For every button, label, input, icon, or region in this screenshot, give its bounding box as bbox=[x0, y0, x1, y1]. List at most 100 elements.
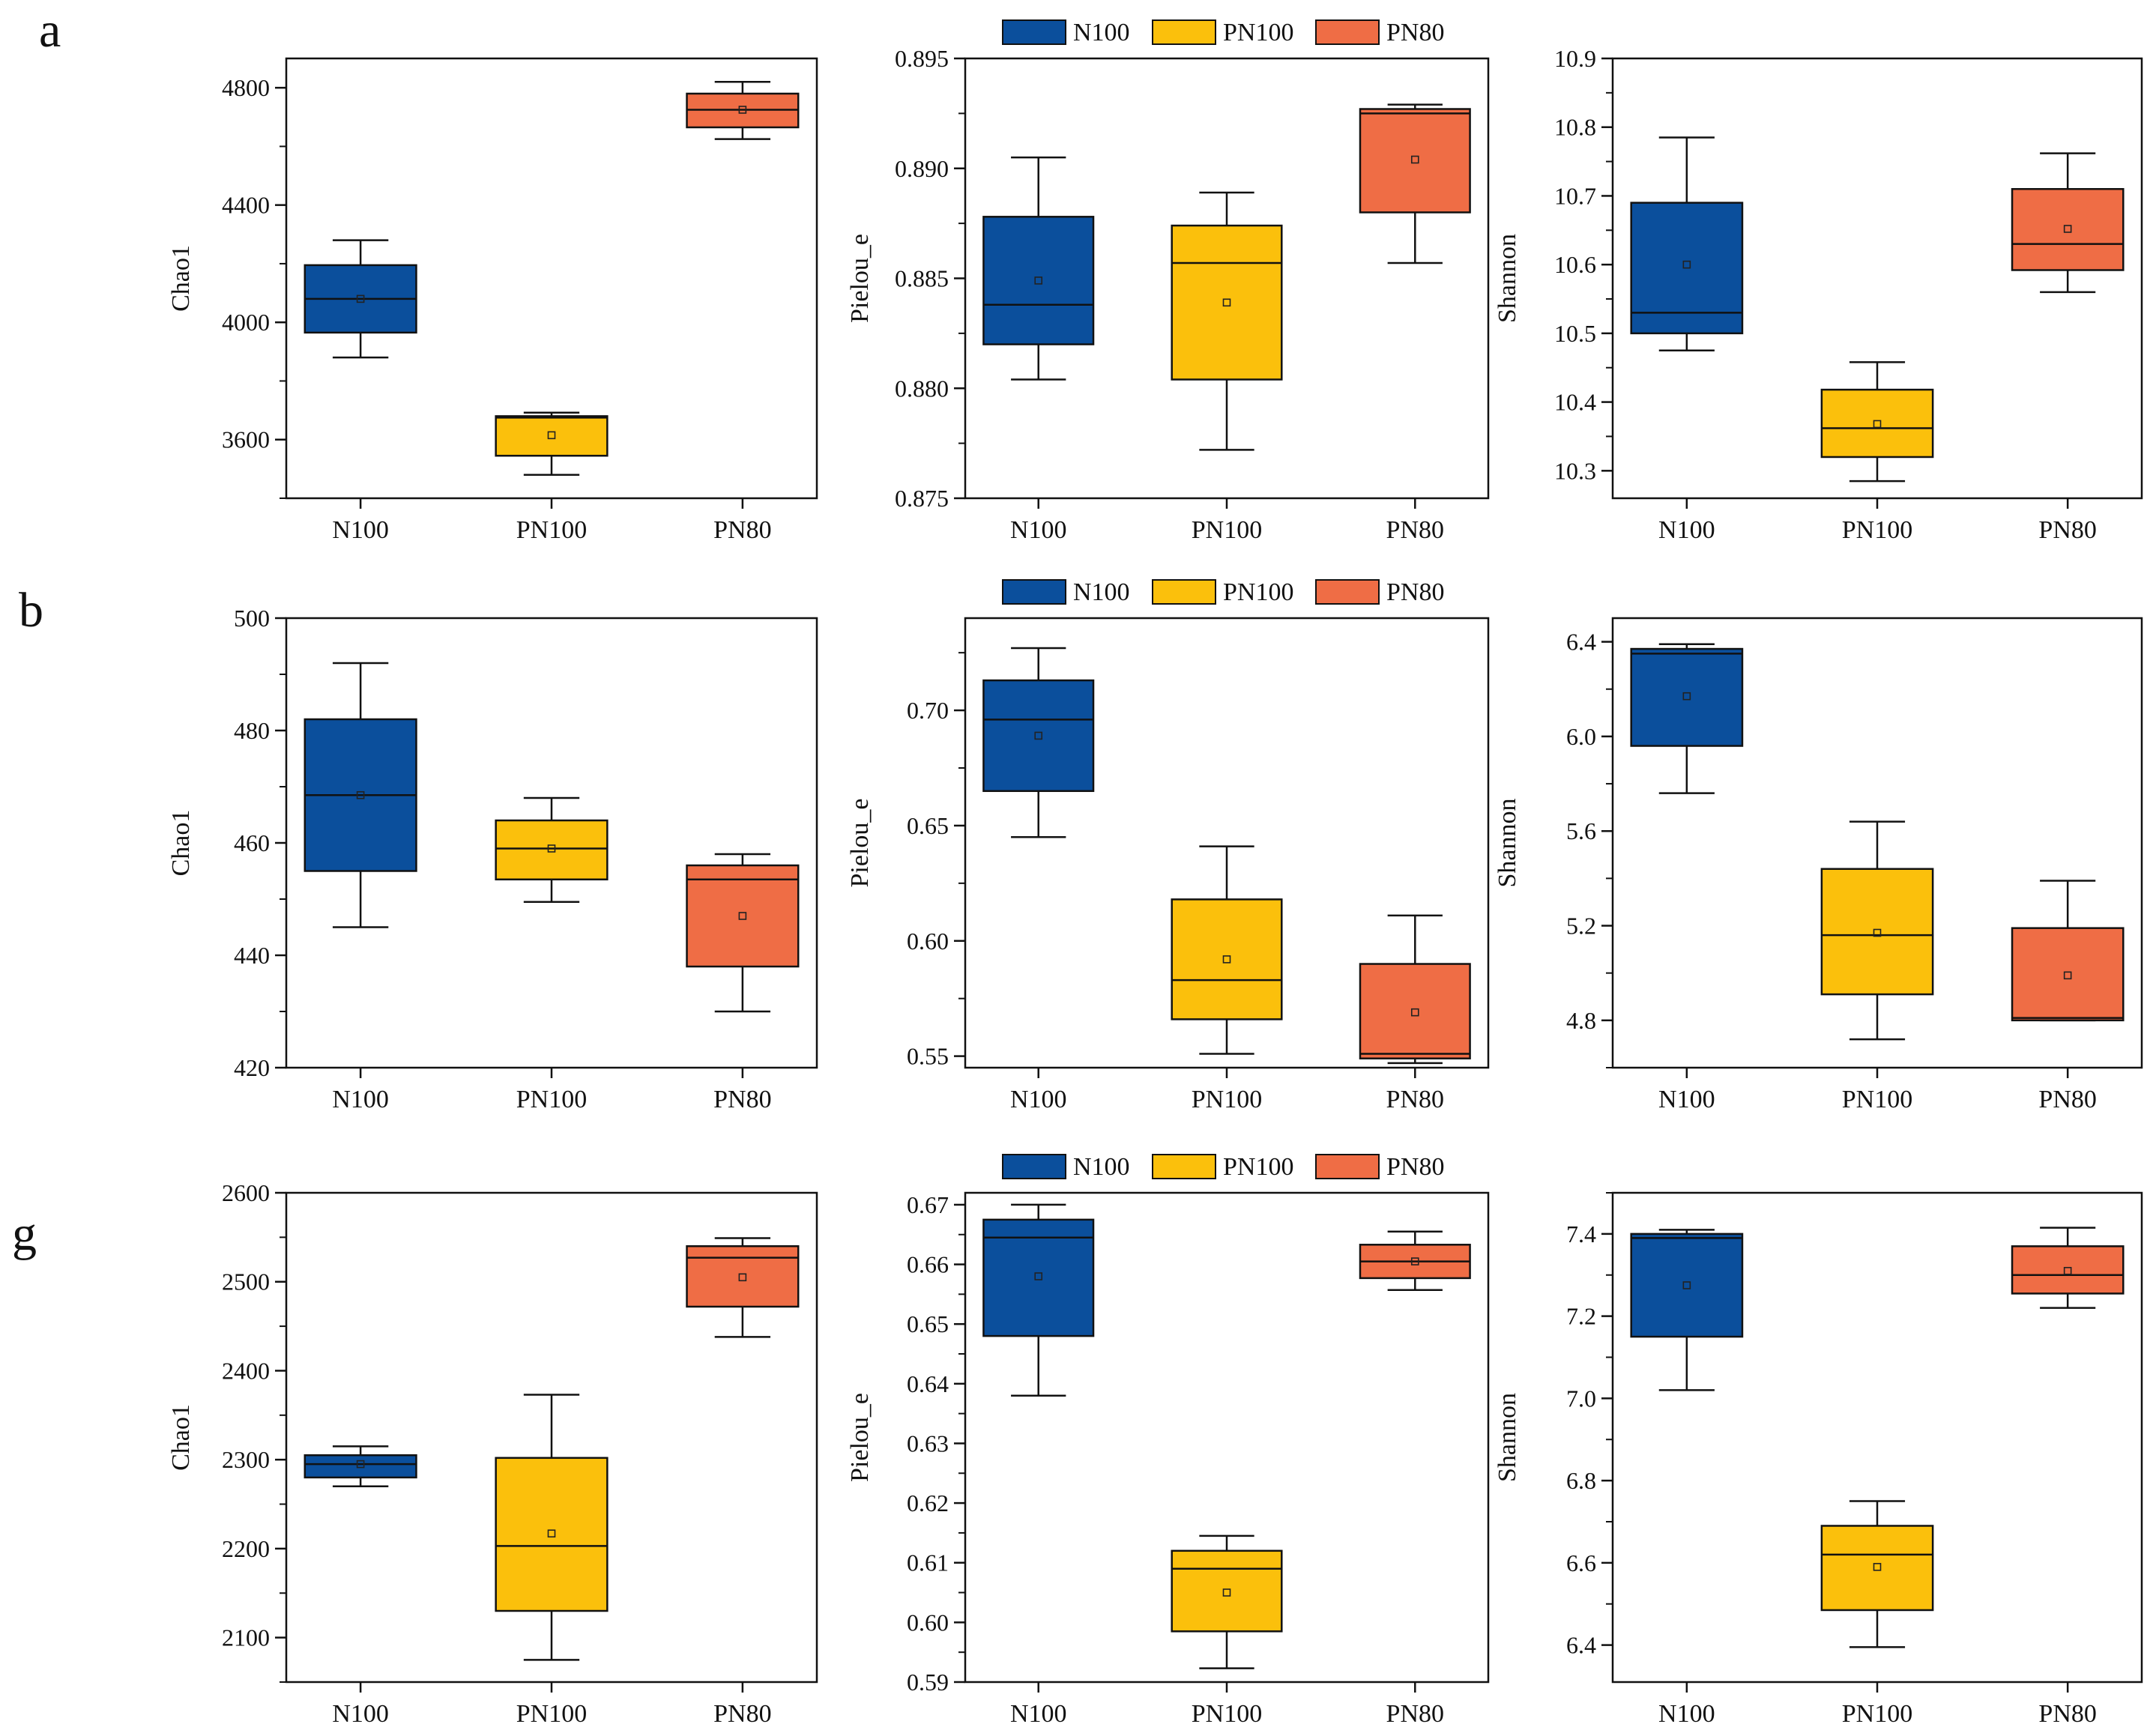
x-tick-label: PN80 bbox=[1386, 516, 1444, 544]
y-tick-label: 2600 bbox=[222, 1179, 270, 1206]
y-tick-label: 2300 bbox=[222, 1446, 270, 1473]
legend-swatch-n100 bbox=[1002, 1154, 1066, 1179]
box-pn80 bbox=[2011, 1227, 2125, 1309]
y-tick-label: 0.70 bbox=[907, 697, 949, 724]
mean-marker bbox=[547, 844, 556, 853]
y-tick-label: 0.890 bbox=[895, 155, 949, 182]
x-tick-label: PN80 bbox=[713, 1086, 771, 1113]
box-pn80 bbox=[686, 1237, 800, 1338]
box-pn80 bbox=[2011, 152, 2125, 294]
box-n100 bbox=[982, 156, 1095, 381]
legend-label-pn100: PN100 bbox=[1223, 1153, 1293, 1181]
y-tick-label: 4800 bbox=[222, 74, 270, 101]
mean-marker bbox=[1222, 1588, 1231, 1597]
x-tick-label: PN100 bbox=[1192, 1086, 1262, 1113]
legend-swatch-pn100 bbox=[1152, 579, 1216, 605]
iqr-box bbox=[2011, 927, 2125, 1022]
y-tick-label: 10.5 bbox=[1554, 320, 1596, 347]
x-tick-label: PN80 bbox=[1386, 1700, 1444, 1728]
iqr-box bbox=[1171, 898, 1283, 1020]
mean-marker bbox=[1682, 692, 1691, 701]
mean-marker bbox=[1873, 928, 1882, 937]
y-tick-label: 0.67 bbox=[907, 1191, 949, 1218]
x-tick-label: PN80 bbox=[1386, 1086, 1444, 1113]
y-tick-label: 0.66 bbox=[907, 1251, 949, 1278]
y-tick-label: 0.880 bbox=[895, 375, 949, 402]
mean-marker bbox=[547, 431, 556, 440]
panel-a-chao1: 3600 4000 4400 4800 Chao1 N100 PN100 PN80 bbox=[167, 57, 818, 544]
y-tick-label: 7.0 bbox=[1566, 1385, 1596, 1412]
box-pn100 bbox=[495, 796, 609, 903]
x-tick-label: PN100 bbox=[516, 1700, 587, 1728]
mean-marker bbox=[738, 912, 747, 920]
box-n100 bbox=[1630, 1229, 1744, 1391]
legend-swatch-pn100 bbox=[1152, 1154, 1216, 1179]
box-pn100 bbox=[495, 411, 609, 476]
legend-swatch-pn80 bbox=[1315, 19, 1380, 45]
mean-marker bbox=[547, 1529, 556, 1538]
panel-g-pielou: 0.59 0.60 0.61 0.62 0.63 0.64 0.65 0.66 0.67 Piel… bbox=[846, 1153, 1490, 1728]
x-tick-label: PN80 bbox=[2038, 1700, 2096, 1728]
iqr-box bbox=[982, 216, 1095, 345]
iqr-box bbox=[1630, 1233, 1744, 1338]
y-tick-label: 0.65 bbox=[907, 1310, 949, 1337]
x-tick-label: PN100 bbox=[1192, 1700, 1262, 1728]
y-tick-label: 440 bbox=[234, 942, 270, 969]
y-axis-title: Shannon bbox=[1494, 234, 1521, 323]
box-pn100 bbox=[1171, 1534, 1283, 1669]
x-tick-label: PN100 bbox=[1842, 1700, 1912, 1728]
x-tick-label: N100 bbox=[332, 1086, 389, 1113]
y-tick-label: 7.4 bbox=[1566, 1221, 1596, 1247]
x-tick-label: N100 bbox=[332, 516, 389, 544]
x-tick-label: PN80 bbox=[713, 1700, 771, 1728]
iqr-box bbox=[1820, 388, 1934, 459]
y-tick-label: 10.9 bbox=[1554, 45, 1596, 72]
y-tick-label: 7.2 bbox=[1566, 1303, 1596, 1330]
mean-marker bbox=[1034, 731, 1043, 740]
mean-marker bbox=[1222, 298, 1231, 307]
y-axis-title: Chao1 bbox=[167, 245, 195, 312]
x-tick-label: N100 bbox=[1010, 1700, 1067, 1728]
iqr-box bbox=[495, 415, 609, 457]
x-tick-label: N100 bbox=[332, 1700, 389, 1728]
y-tick-label: 480 bbox=[234, 717, 270, 744]
box-n100 bbox=[304, 1445, 417, 1488]
y-axis-title: Pielou_e bbox=[846, 234, 874, 323]
y-tick-label: 2200 bbox=[222, 1535, 270, 1562]
box-pn80 bbox=[686, 81, 800, 140]
x-tick-label: PN80 bbox=[2038, 1086, 2096, 1113]
y-tick-label: 6.6 bbox=[1566, 1549, 1596, 1576]
legend-swatch-n100 bbox=[1002, 579, 1066, 605]
mean-marker bbox=[1222, 955, 1231, 964]
y-tick-label: 0.895 bbox=[895, 45, 949, 72]
legend-swatch-pn80 bbox=[1315, 579, 1380, 605]
y-tick-label: 4.8 bbox=[1566, 1007, 1596, 1034]
box-pn100 bbox=[1820, 361, 1934, 483]
legend: N100 PN100 PN80 bbox=[1002, 578, 1444, 606]
y-tick-label: 500 bbox=[234, 605, 270, 632]
iqr-box bbox=[1820, 868, 1934, 996]
box-n100 bbox=[304, 662, 417, 928]
box-n100 bbox=[982, 1203, 1095, 1397]
iqr-box bbox=[982, 1218, 1095, 1337]
x-tick-label: N100 bbox=[1658, 1086, 1715, 1113]
y-tick-label: 10.8 bbox=[1554, 114, 1596, 141]
y-tick-label: 6.8 bbox=[1566, 1467, 1596, 1494]
legend: N100 PN100 PN80 bbox=[1002, 19, 1444, 46]
y-tick-label: 4000 bbox=[222, 309, 270, 336]
box-n100 bbox=[1630, 136, 1744, 352]
y-tick-label: 460 bbox=[234, 829, 270, 856]
panel-g-chao1: 2100 2200 2300 2400 2500 2600 Chao1 N100 PN100 PN… bbox=[167, 1179, 818, 1728]
box-pn100 bbox=[1171, 191, 1283, 451]
mean-marker bbox=[356, 790, 365, 799]
box-pn80 bbox=[1359, 1230, 1471, 1292]
y-tick-label: 10.3 bbox=[1554, 457, 1596, 484]
box-pn100 bbox=[495, 1394, 609, 1661]
mean-marker bbox=[1682, 1281, 1691, 1289]
mean-marker bbox=[356, 294, 365, 303]
iqr-box bbox=[2011, 1245, 2125, 1295]
y-axis-title: Shannon bbox=[1494, 799, 1521, 888]
mean-marker bbox=[356, 1460, 365, 1469]
